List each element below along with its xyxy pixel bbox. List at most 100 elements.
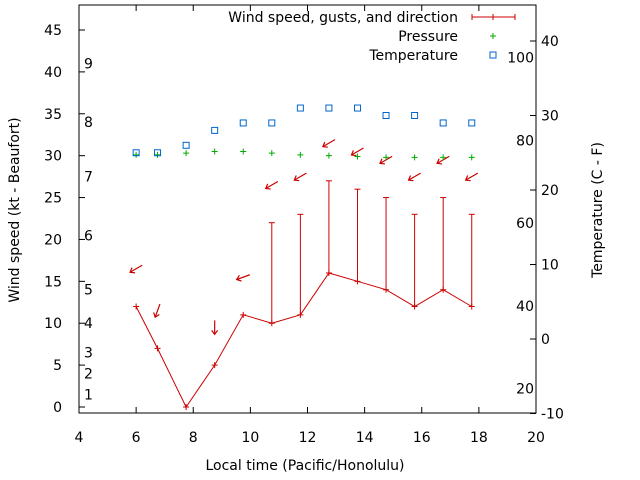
x-tick-label: 8: [189, 430, 198, 446]
temp-f-tick-label: 80: [516, 133, 534, 149]
wind-direction-arrow-shaft: [322, 139, 336, 148]
wind-direction-arrow-head: [379, 158, 386, 165]
beaufort-tick-label: 9: [84, 57, 93, 73]
pressure-point: [154, 151, 161, 158]
axis-ticks: 4 6 8 10 12 14 16 18 20051015202530354045-100102…: [44, 5, 564, 446]
wind-direction-arrow-head: [293, 175, 300, 182]
temperature-point: [182, 141, 190, 149]
wind-direction-arrow-shaft: [465, 172, 479, 181]
wind-speed-point: [354, 278, 361, 285]
wind-direction-arrow-head: [264, 183, 271, 190]
beaufort-tick-label: 6: [84, 228, 93, 244]
pressure-point: [325, 152, 332, 159]
temperature-point: [353, 104, 361, 112]
pressure-series: [133, 148, 475, 161]
pressure-point: [211, 148, 218, 155]
legend-pressure-sample: [490, 33, 496, 39]
wind-speed-point: [133, 303, 140, 310]
pressure-point: [297, 151, 304, 158]
y-tick-label: 40: [44, 65, 62, 81]
temperature-series: [132, 104, 476, 157]
temp-c-tick-label: 30: [541, 109, 559, 125]
y-tick-label: 15: [44, 274, 62, 290]
pressure-point: [468, 154, 475, 161]
temp-c-tick-label: 10: [541, 258, 559, 274]
x-tick-label: 18: [470, 430, 488, 446]
wind-speed-point: [468, 303, 475, 310]
wind-direction-arrow: [321, 139, 336, 148]
wind-direction-arrow-shaft: [236, 274, 251, 281]
y-tick-label: 5: [53, 358, 62, 374]
wind-direction-arrow: [293, 172, 307, 182]
legend-label: Pressure: [398, 29, 458, 45]
wind-direction-arrow: [264, 180, 279, 190]
wind-speed-point: [211, 362, 218, 369]
pressure-point: [183, 150, 190, 157]
wind-direction-arrow: [211, 320, 219, 336]
x-tick-label: 10: [241, 430, 259, 446]
pressure-point: [354, 153, 361, 160]
wind-speed-point: [440, 286, 447, 293]
legend-temperature-sample: [489, 51, 497, 59]
x-tick-label: 20: [527, 430, 545, 446]
wind-series: [129, 139, 479, 410]
temperature-point: [239, 119, 247, 127]
wind-direction-arrow-shaft: [154, 303, 161, 318]
wind-direction-arrow: [464, 172, 479, 182]
wind-speed-point: [325, 269, 332, 276]
beaufort-tick-label: 2: [84, 366, 93, 382]
wind-direction-arrow: [407, 172, 421, 182]
temp-f-tick-label: 100: [507, 51, 534, 67]
temperature-point: [296, 104, 304, 112]
beaufort-tick-label: 7: [84, 170, 93, 186]
beaufort-tick-label: 1: [84, 387, 93, 403]
legend-label: Temperature: [368, 48, 458, 64]
pressure-point: [240, 148, 247, 155]
y-axis-right-label: Temperature (C - F): [590, 142, 606, 279]
wind-direction-arrow-shaft: [408, 172, 421, 181]
x-tick-label: 16: [413, 430, 431, 446]
temperature-point: [211, 126, 219, 134]
y-tick-label: 10: [44, 316, 62, 332]
y-axis-left-label: Wind speed (kt - Beaufort): [7, 117, 23, 302]
x-tick-label: 4: [75, 430, 84, 446]
wind-direction-arrow-shaft: [129, 264, 143, 273]
wind-direction-arrow-shaft: [351, 147, 364, 156]
y-tick-label: 45: [44, 23, 62, 39]
plot-frame: [78, 4, 537, 414]
pressure-point: [383, 154, 390, 161]
temperature-point: [468, 119, 476, 127]
temp-c-tick-label: 0: [541, 332, 550, 348]
y-tick-label: 25: [44, 191, 62, 207]
x-axis-label: Local time (Pacific/Honolulu): [205, 458, 404, 474]
temperature-point: [439, 119, 447, 127]
x-tick-label: 14: [356, 430, 374, 446]
y-tick-label: 20: [44, 232, 62, 248]
y-tick-label: 0: [53, 400, 62, 416]
temperature-point: [382, 112, 390, 119]
temperature-point: [411, 112, 419, 119]
x-tick-label: 12: [299, 430, 317, 446]
pressure-point: [440, 154, 447, 161]
wind-direction-arrow-head: [350, 150, 357, 157]
beaufort-tick-label: 3: [84, 346, 93, 362]
wind-direction-arrow-head: [211, 330, 219, 336]
temp-f-tick-label: 40: [516, 299, 534, 315]
temp-c-tick-label: 20: [541, 183, 559, 199]
wind-speed-point: [240, 311, 247, 318]
wind-speed-point: [154, 345, 161, 352]
wind-direction-arrow-shaft: [293, 172, 307, 181]
wind-direction-arrow-head: [321, 141, 328, 148]
beaufort-tick-label: 4: [84, 316, 93, 332]
y-tick-label: 30: [44, 149, 62, 165]
wind-direction-arrow-shaft: [265, 180, 279, 190]
wind-speed-point: [183, 404, 190, 410]
temperature-point: [154, 149, 162, 157]
wind-direction-arrow-head: [407, 175, 414, 182]
temperature-point: [325, 104, 333, 112]
temperature-point: [132, 149, 140, 157]
pressure-point: [268, 150, 275, 157]
wind-direction-arrow: [129, 264, 143, 274]
pressure-point: [133, 151, 140, 158]
